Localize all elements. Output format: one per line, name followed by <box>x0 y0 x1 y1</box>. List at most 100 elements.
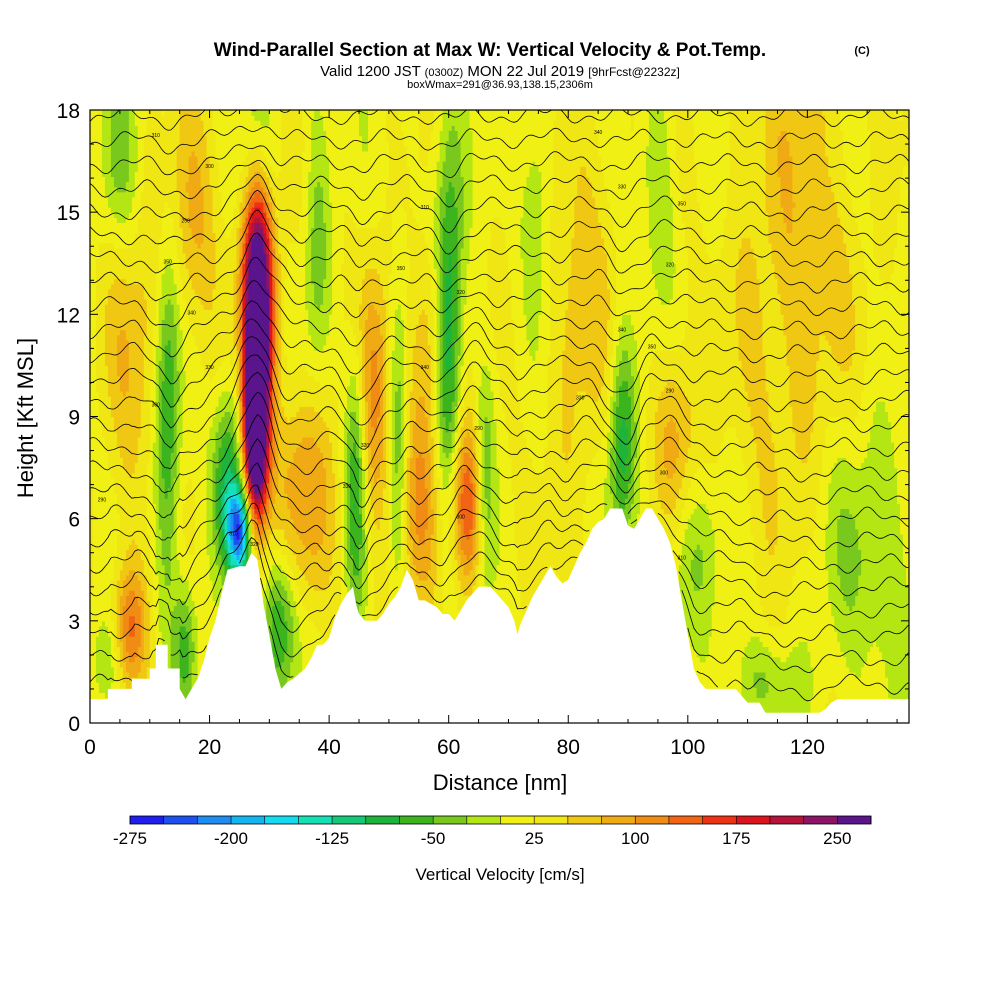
velocity-cell <box>107 370 112 377</box>
velocity-cell <box>125 462 130 469</box>
velocity-cell <box>90 498 94 504</box>
velocity-cell <box>110 636 115 642</box>
velocity-cell <box>158 150 163 157</box>
velocity-cell <box>90 416 94 423</box>
velocity-cell <box>140 559 145 566</box>
velocity-cell <box>92 309 97 315</box>
velocity-cell <box>119 396 124 402</box>
velocity-cell <box>98 661 103 668</box>
velocity-cell <box>113 513 118 520</box>
velocity-cell <box>161 207 166 213</box>
velocity-cell <box>149 242 154 249</box>
velocity-cell <box>152 595 157 601</box>
velocity-cell <box>161 227 166 234</box>
velocity-cell <box>119 431 124 438</box>
velocity-cell <box>152 605 157 612</box>
velocity-cell <box>95 574 100 581</box>
velocity-cell <box>140 247 145 254</box>
velocity-cell <box>104 585 109 591</box>
velocity-cell <box>128 488 133 494</box>
velocity-cell <box>140 222 145 229</box>
velocity-cell <box>149 605 154 612</box>
velocity-cell <box>95 237 100 244</box>
velocity-cell <box>170 217 175 223</box>
velocity-cell <box>128 585 133 591</box>
velocity-cell <box>140 651 145 658</box>
velocity-cell <box>92 406 97 412</box>
velocity-cell <box>125 411 130 418</box>
velocity-cell <box>140 140 145 147</box>
velocity-cell <box>119 554 124 561</box>
velocity-cell <box>122 625 127 632</box>
velocity-cell <box>122 528 127 535</box>
velocity-cell <box>119 319 124 326</box>
velocity-cell <box>158 176 163 183</box>
velocity-cell <box>104 523 109 530</box>
velocity-cell <box>161 549 166 556</box>
velocity-cell <box>146 549 151 556</box>
velocity-cell <box>119 370 124 377</box>
velocity-cell <box>104 513 109 520</box>
velocity-cell <box>155 411 160 418</box>
velocity-cell <box>164 380 169 387</box>
velocity-cell <box>131 421 136 428</box>
velocity-cell <box>116 196 121 203</box>
velocity-cell <box>131 186 136 193</box>
velocity-cell <box>113 120 118 126</box>
velocity-cell <box>110 467 115 474</box>
velocity-cell <box>98 120 103 126</box>
velocity-cell <box>95 646 100 653</box>
velocity-cell <box>95 590 100 596</box>
velocity-cell <box>146 299 151 305</box>
velocity-cell <box>137 539 142 545</box>
velocity-cell <box>149 212 154 218</box>
velocity-cell <box>140 227 145 234</box>
velocity-cell <box>137 247 142 254</box>
velocity-cell <box>134 181 139 188</box>
velocity-cell <box>128 166 133 172</box>
velocity-cell <box>155 115 160 121</box>
velocity-cell <box>155 319 160 326</box>
velocity-cell <box>113 253 118 259</box>
velocity-cell <box>95 493 100 499</box>
velocity-cell <box>113 401 118 407</box>
velocity-cell <box>167 293 172 300</box>
velocity-cell <box>122 380 127 387</box>
velocity-cell <box>161 350 166 356</box>
velocity-cell <box>110 263 115 269</box>
velocity-cell <box>113 268 118 275</box>
velocity-cell <box>143 508 148 515</box>
velocity-cell <box>155 258 160 264</box>
velocity-cell <box>98 360 103 367</box>
velocity-cell <box>125 528 130 535</box>
velocity-cell <box>113 375 118 382</box>
velocity-cell <box>92 523 97 530</box>
velocity-cell <box>90 145 94 152</box>
velocity-cell <box>119 620 124 627</box>
velocity-cell <box>95 115 100 121</box>
velocity-cell <box>128 232 133 239</box>
velocity-cell <box>140 380 145 387</box>
velocity-cell <box>146 329 151 336</box>
velocity-cell <box>107 166 112 172</box>
velocity-cell <box>161 641 166 647</box>
velocity-cell <box>146 120 151 126</box>
velocity-cell <box>146 309 151 315</box>
velocity-cell <box>104 656 109 663</box>
velocity-cell <box>158 125 163 132</box>
velocity-cell <box>95 687 100 693</box>
velocity-cell <box>116 314 121 321</box>
velocity-cell <box>116 436 121 443</box>
velocity-cell <box>101 212 106 218</box>
velocity-cell <box>152 493 157 499</box>
velocity-cell <box>161 196 166 203</box>
velocity-cell <box>170 436 175 443</box>
velocity-cell <box>167 533 172 540</box>
velocity-cell <box>161 411 166 418</box>
velocity-cell <box>116 539 121 545</box>
velocity-cell <box>101 150 106 157</box>
velocity-cell <box>119 488 124 494</box>
velocity-cell <box>131 145 136 152</box>
velocity-cell <box>92 442 97 448</box>
velocity-cell <box>125 585 130 591</box>
